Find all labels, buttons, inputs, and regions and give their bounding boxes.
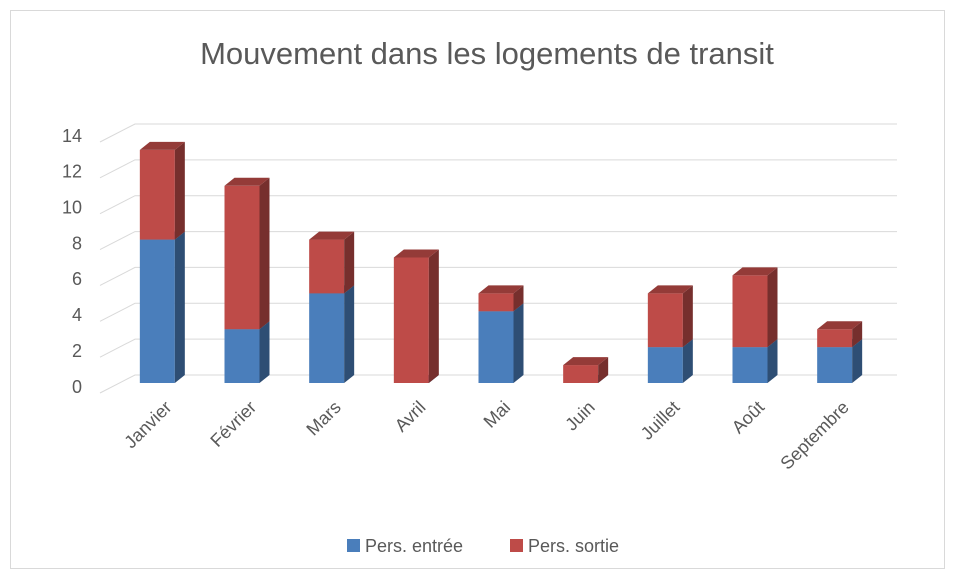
bar-top bbox=[478, 285, 524, 294]
bar bbox=[817, 347, 853, 383]
grid-line bbox=[99, 123, 897, 143]
bar-top bbox=[224, 177, 270, 186]
bar-side bbox=[513, 303, 524, 383]
bar-side bbox=[344, 231, 355, 294]
y-tick-label: 2 bbox=[72, 341, 82, 361]
bar-side bbox=[344, 285, 355, 383]
bar bbox=[309, 239, 345, 294]
bar-side bbox=[174, 231, 185, 383]
bar bbox=[139, 149, 175, 240]
grid-line bbox=[99, 195, 897, 215]
bar bbox=[393, 257, 429, 383]
bar-side bbox=[767, 339, 778, 383]
bar-side bbox=[682, 285, 693, 348]
y-tick-label: 10 bbox=[62, 197, 82, 217]
bar bbox=[139, 239, 175, 383]
y-tick-label: 6 bbox=[72, 269, 82, 289]
bar-side bbox=[513, 285, 524, 312]
y-tick-label: 8 bbox=[72, 233, 82, 253]
bar-side bbox=[259, 321, 270, 383]
y-tick-label: 12 bbox=[62, 162, 82, 182]
bar bbox=[732, 275, 768, 348]
legend-swatch bbox=[347, 539, 360, 552]
bar bbox=[732, 347, 768, 383]
legend-swatch bbox=[510, 539, 523, 552]
bar bbox=[224, 329, 260, 383]
grid-line bbox=[99, 338, 897, 358]
bar bbox=[478, 293, 514, 312]
chart-title: Mouvement dans les logements de transit bbox=[200, 36, 774, 71]
legend-label: Pers. entrée bbox=[365, 536, 463, 556]
bar bbox=[817, 329, 853, 348]
bar bbox=[647, 347, 683, 383]
bar bbox=[309, 293, 345, 383]
bar-top bbox=[393, 249, 439, 258]
bar-top bbox=[647, 285, 693, 294]
bar-top bbox=[563, 357, 609, 366]
bar-side bbox=[598, 357, 609, 383]
bar-side bbox=[682, 339, 693, 383]
bar bbox=[478, 311, 514, 383]
legend-label: Pers. sortie bbox=[528, 536, 619, 556]
y-tick-label: 14 bbox=[62, 126, 82, 146]
bar-side bbox=[174, 141, 185, 240]
bar-side bbox=[259, 177, 270, 330]
bar bbox=[563, 365, 599, 383]
grid-line bbox=[99, 302, 897, 322]
bar-top bbox=[817, 321, 863, 330]
y-tick-label: 4 bbox=[72, 305, 82, 325]
bar bbox=[647, 293, 683, 348]
grid-line bbox=[99, 374, 897, 394]
bar-top bbox=[732, 267, 778, 276]
grid-line bbox=[99, 231, 897, 251]
grid-line bbox=[99, 159, 897, 179]
bar bbox=[224, 185, 260, 330]
y-tick-label: 0 bbox=[72, 377, 82, 397]
bar-side bbox=[852, 321, 863, 348]
bar-side bbox=[428, 249, 439, 383]
bar-side bbox=[852, 339, 863, 383]
bar-top bbox=[309, 231, 355, 240]
bar-side bbox=[767, 267, 778, 348]
bar-top bbox=[139, 141, 185, 150]
grid-line bbox=[99, 266, 897, 286]
